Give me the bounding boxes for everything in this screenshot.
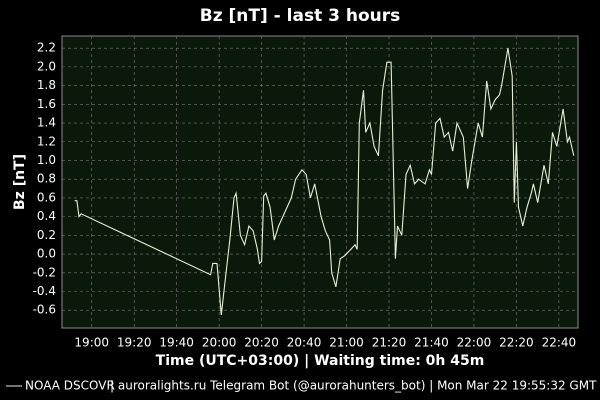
chart-title: Bz [nT] - last 3 hours <box>200 6 401 26</box>
y-tick-label: 1.4 <box>37 116 56 130</box>
y-tick-label: 0.8 <box>37 172 56 186</box>
x-tick-label: 22:00 <box>457 336 492 350</box>
x-tick-label: 20:40 <box>287 336 322 350</box>
y-tick-label: 1.0 <box>37 153 56 167</box>
y-tick-label: 0.6 <box>37 190 56 204</box>
y-axis-label: Bz [nT] <box>12 154 28 210</box>
x-tick-label: 21:00 <box>329 336 364 350</box>
x-tick-label: 19:00 <box>74 336 109 350</box>
x-tick-label: 19:20 <box>117 336 152 350</box>
y-tick-label: 1.2 <box>37 134 56 148</box>
y-tick-label: 0.2 <box>37 228 56 242</box>
data-line <box>74 48 575 315</box>
y-tick-label: 2.0 <box>37 59 56 73</box>
y-tick-label: 0.4 <box>37 209 56 223</box>
x-axis-label: Time (UTC+03:00) | Waiting time: 0h 45m <box>156 353 485 369</box>
x-tick-label: 19:40 <box>159 336 194 350</box>
footer: | auroralights.ru Telegram Bot (@aurorah… <box>110 379 600 393</box>
x-tick-label: 22:40 <box>542 336 577 350</box>
y-tick-label: 0.0 <box>37 247 56 261</box>
x-tick-label: 20:00 <box>202 336 237 350</box>
y-tick-label: 1.6 <box>37 97 56 111</box>
y-tick-label: 2.2 <box>37 41 56 55</box>
x-tick-label: 21:20 <box>372 336 407 350</box>
y-tick-label: -0.4 <box>33 284 56 298</box>
x-tick-label: 21:40 <box>414 336 449 350</box>
y-tick-label: -0.2 <box>33 265 56 279</box>
legend-label: NOAA DSCOVR <box>25 379 115 393</box>
plot-area <box>61 35 579 329</box>
x-tick-label: 22:20 <box>499 336 534 350</box>
y-tick-label: 1.8 <box>37 78 56 92</box>
y-tick-label: -0.6 <box>33 303 56 317</box>
x-tick-label: 20:20 <box>244 336 279 350</box>
